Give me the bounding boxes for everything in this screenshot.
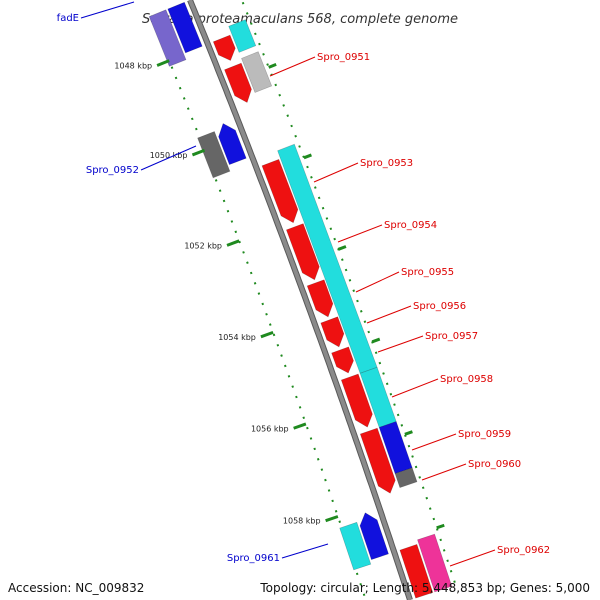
gene-label-leader	[449, 549, 496, 567]
feature-spro-0961[interactable]	[359, 512, 389, 560]
feature-tracks	[148, 1, 453, 599]
scale-tick-outer	[436, 523, 445, 530]
gene-label-leader	[313, 162, 359, 183]
gene-label-spro-0962[interactable]: Spro_0962	[497, 545, 550, 556]
scale-tick-label: 1056 kbp	[251, 424, 289, 433]
backbone-shadow	[187, 0, 413, 600]
scale-tick-label: 1048 kbp	[114, 61, 152, 70]
scale-tick	[156, 59, 170, 67]
feature-gray-1[interactable]	[241, 51, 273, 93]
gene-label-leader	[377, 335, 424, 353]
scale-tick-outer	[371, 337, 381, 344]
gene-label-leader	[140, 145, 197, 171]
feature-cyan-forward[interactable]	[339, 521, 372, 571]
scale-tick-outer	[337, 245, 347, 251]
gene-labels[interactable]: fadE Spro_0951 Spro_0952 Spro_0953 Spro_0954…	[57, 1, 550, 567]
feature-spro-0954[interactable]	[286, 223, 320, 281]
feature-spro-0952[interactable]	[218, 123, 247, 165]
gene-label-spro-0956[interactable]: Spro_0956	[413, 301, 466, 312]
scale-tick-label: 1054 kbp	[218, 333, 256, 342]
feature-spro-0962[interactable]	[399, 544, 434, 599]
map-title: Serratia proteamaculans 568, complete ge…	[142, 12, 458, 27]
guide-line-inner	[150, 15, 367, 600]
gene-label-spro-0954[interactable]: Spro_0954	[384, 220, 437, 231]
scale-tick-outer	[268, 63, 277, 69]
scale-tick	[226, 239, 240, 247]
gene-label-fade[interactable]: fadE	[57, 13, 79, 24]
accession-info: Accession: NC_009832	[8, 581, 145, 595]
feature-gray-dark[interactable]	[197, 131, 231, 179]
gene-label-spro-0952[interactable]: Spro_0952	[86, 165, 139, 176]
feature-cyan-1[interactable]	[228, 19, 257, 53]
scale-tick	[260, 330, 274, 339]
feature-gray-dark-small[interactable]	[394, 467, 418, 488]
gene-label-leader	[269, 56, 316, 77]
scale-tick-outer	[303, 153, 312, 160]
gene-label-spro-0957[interactable]: Spro_0957	[425, 331, 478, 342]
feature-spro-0956[interactable]	[320, 316, 345, 348]
topology-info: Topology: circular; Length: 5,448,853 bp…	[260, 581, 590, 595]
gene-label-spro-0960[interactable]: Spro_0960	[468, 459, 521, 470]
gene-label-leader	[391, 378, 439, 398]
genome-backbone	[187, 0, 413, 600]
gene-label-spro-0953[interactable]: Spro_0953	[360, 158, 413, 169]
scale-tick-label: 1058 kbp	[283, 517, 321, 526]
feature-spro-0955[interactable]	[306, 279, 334, 318]
gene-label-leader	[355, 271, 400, 293]
gene-label-spro-0951[interactable]: Spro_0951	[317, 52, 370, 63]
scale-tick-label: 1050 kbp	[150, 151, 188, 160]
gene-label-leader	[411, 433, 457, 451]
feature-fade-a[interactable]	[167, 1, 203, 54]
feature-pink[interactable]	[417, 533, 453, 593]
backbone-line	[188, 0, 412, 600]
feature-spro-0958[interactable]	[340, 373, 373, 428]
feature-spro-0953[interactable]	[261, 159, 299, 224]
guide-lines	[150, 0, 457, 600]
gene-label-leader	[366, 305, 412, 324]
gene-label-spro-0955[interactable]: Spro_0955	[401, 267, 454, 278]
gene-label-spro-0959[interactable]: Spro_0959	[458, 429, 511, 440]
scale-tick	[325, 515, 339, 523]
gene-label-leader	[337, 224, 383, 243]
feature-spro-0959[interactable]	[359, 427, 396, 494]
gene-label-leader	[421, 463, 467, 481]
gene-label-leader	[80, 1, 135, 19]
scale-tick	[191, 148, 206, 157]
gene-label-spro-0961[interactable]: Spro_0961	[227, 553, 280, 564]
scale-ticks: 1048 kbp 1050 kbp 1052 kbp 1054 kbp 1056 kbp…	[114, 59, 445, 530]
gene-label-leader	[281, 543, 329, 559]
feature-spro-0951[interactable]	[224, 62, 252, 103]
gene-label-spro-0958[interactable]: Spro_0958	[440, 374, 493, 385]
feature-spro-0957[interactable]	[331, 346, 354, 374]
scale-tick-label: 1052 kbp	[184, 241, 222, 250]
feature-spro-0951a[interactable]	[212, 34, 236, 61]
scale-tick-outer	[404, 430, 413, 436]
feature-fade[interactable]	[148, 9, 187, 67]
scale-tick	[293, 422, 307, 430]
